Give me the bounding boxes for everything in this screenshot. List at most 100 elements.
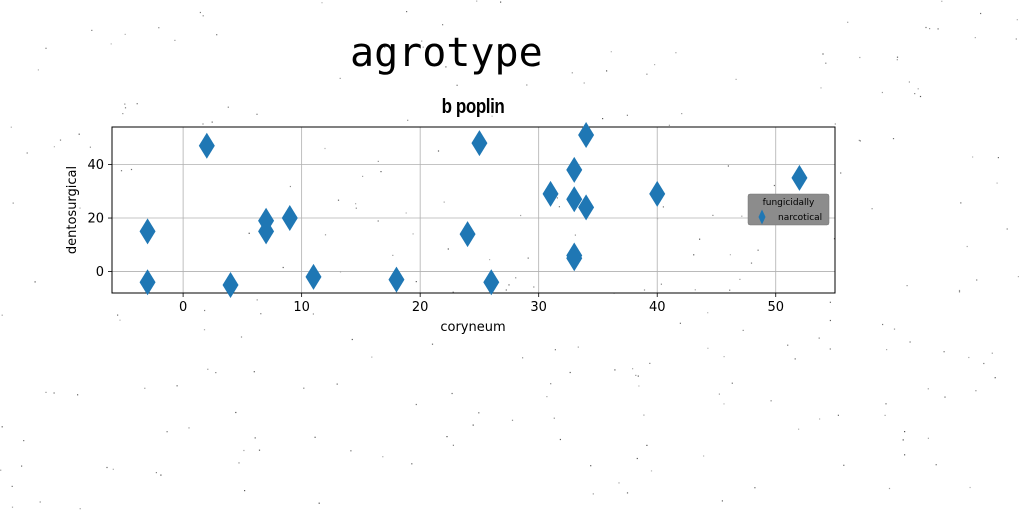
noise-dot	[770, 400, 772, 402]
noise-dot	[681, 113, 683, 115]
noise-dot	[943, 351, 945, 353]
noise-dot	[351, 338, 353, 341]
data-point-diamond	[139, 269, 156, 296]
noise-dot	[445, 66, 447, 68]
noise-dot	[636, 457, 638, 460]
noise-dot	[646, 73, 648, 75]
noise-dot	[124, 107, 127, 109]
y-axis-label: dentosurgical	[65, 166, 80, 254]
noise-dot	[909, 341, 911, 343]
noise-dot	[829, 301, 831, 303]
noise-dot	[729, 254, 731, 256]
noise-dot	[505, 289, 507, 291]
noise-dot	[723, 403, 725, 405]
noise-dot	[574, 234, 576, 236]
noise-dot	[668, 124, 670, 126]
noise-dot	[834, 123, 836, 125]
noise-dot	[626, 492, 629, 494]
noise-dot	[994, 377, 996, 379]
noise-dot	[124, 33, 126, 35]
noise-dot	[654, 64, 656, 66]
noise-dot	[478, 412, 480, 414]
noise-dot	[735, 78, 737, 80]
noise-dot	[446, 436, 448, 438]
noise-dot	[392, 254, 394, 256]
noise-dot	[893, 328, 896, 330]
noise-dot	[235, 411, 237, 414]
noise-dot	[321, 2, 323, 4]
noise-dot	[975, 390, 977, 392]
noise-dot	[422, 46, 424, 48]
noise-dot	[207, 368, 209, 370]
y-axis-ticks: 0 20 40	[87, 158, 112, 280]
noise-dot	[632, 368, 634, 370]
noise-dot	[944, 396, 946, 398]
noise-dot	[707, 347, 709, 349]
noise-dot	[188, 427, 190, 429]
x-tick-label: 0	[179, 300, 187, 315]
noise-dot	[91, 29, 93, 31]
noise-dot	[431, 343, 434, 345]
noise-dot	[937, 28, 939, 30]
noise-dot	[476, 0, 478, 2]
noise-dot	[929, 28, 931, 30]
noise-dot	[258, 449, 261, 451]
noise-dot	[917, 88, 919, 90]
noise-dot	[577, 346, 579, 348]
chart-title: b poplin	[441, 96, 505, 118]
noise-dot	[592, 493, 594, 495]
noise-dot	[650, 470, 653, 472]
noise-dot	[11, 485, 13, 487]
noise-dot	[451, 392, 453, 395]
noise-dot	[590, 465, 592, 467]
noise-dot	[825, 62, 827, 64]
noise-dot	[958, 291, 961, 293]
noise-dot	[840, 172, 842, 174]
data-point-diamond	[566, 245, 583, 272]
noise-dot	[881, 91, 883, 94]
legend-box	[747, 193, 830, 226]
noise-dot	[318, 502, 320, 504]
noise-dot	[78, 133, 80, 135]
noise-dot	[79, 508, 81, 510]
noise-dot	[699, 238, 701, 240]
legend: fungicidally narcotical	[747, 193, 830, 226]
noise-dot	[559, 438, 561, 441]
noise-dot	[244, 490, 246, 492]
noise-dot	[660, 283, 662, 285]
noise-dot	[377, 220, 379, 222]
noise-dot	[447, 248, 449, 250]
noise-dot	[515, 277, 517, 279]
noise-dot	[442, 24, 444, 26]
noise-dot	[204, 309, 206, 312]
data-point-diamond	[483, 269, 500, 296]
noise-dot	[727, 165, 729, 167]
noise-dot	[0, 469, 2, 471]
noise-dot	[10, 126, 12, 128]
noise-dot	[160, 474, 162, 476]
data-point-diamond	[471, 130, 488, 157]
noise-dot	[117, 314, 119, 316]
noise-dot	[679, 322, 681, 324]
plot-area-frame	[111, 126, 836, 294]
noise-dot	[362, 175, 364, 177]
noise-dot	[110, 43, 112, 45]
noise-dot	[384, 46, 386, 48]
noise-dot	[112, 468, 114, 470]
noise-dot	[858, 139, 860, 141]
noise-dot	[415, 403, 417, 406]
noise-dot	[618, 482, 620, 484]
noise-dot	[908, 81, 910, 83]
noise-dot	[626, 114, 628, 116]
noise-dot	[794, 358, 796, 360]
x-tick-label: 40	[649, 300, 666, 315]
noise-dot	[818, 337, 820, 339]
noise-dot	[968, 356, 970, 359]
noise-dot	[1, 314, 3, 316]
noise-dot	[886, 349, 888, 351]
data-point-diamond	[791, 164, 808, 191]
legend-title: fungicidally	[763, 198, 815, 208]
noise-dot	[974, 37, 976, 39]
noise-dot	[377, 160, 379, 162]
noise-dot	[553, 417, 555, 419]
